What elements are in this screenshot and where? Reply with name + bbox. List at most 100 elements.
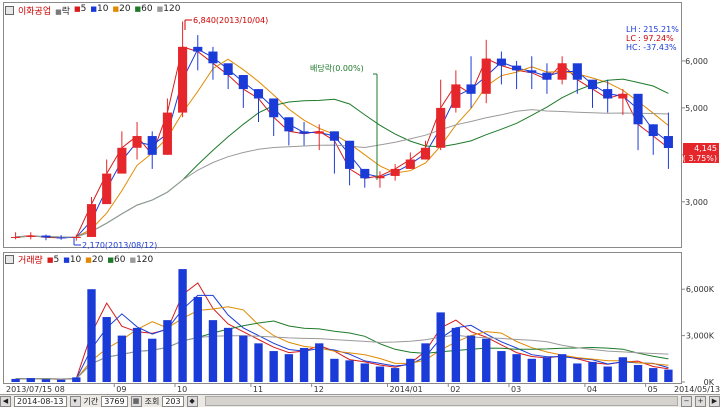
query-count-field[interactable]: 203 — [162, 395, 184, 407]
price-legend-item-60: ■60 — [134, 4, 153, 14]
candle-body — [375, 175, 385, 179]
volume-bar — [284, 354, 294, 382]
candle-body — [420, 147, 431, 160]
volume-bar — [56, 379, 66, 382]
volume-bar — [421, 343, 430, 382]
volume-bar — [375, 366, 385, 382]
volume-bar — [649, 368, 658, 382]
volume-bar — [542, 357, 552, 382]
candle-body — [299, 131, 309, 134]
volume-bar — [664, 369, 673, 382]
candle-body — [618, 93, 628, 99]
last-price: 4,145 — [694, 144, 717, 153]
volume-bar — [390, 368, 400, 382]
candle-body — [208, 51, 218, 64]
date-dropdown-icon[interactable]: ▾ — [69, 395, 81, 407]
count-field[interactable]: 3769 — [101, 395, 128, 407]
ma10-line — [15, 48, 669, 239]
price-legend: 이화공업 ■락 ■5 ■10 ■20 ■60 ■120 — [5, 4, 180, 17]
candle-body — [587, 79, 598, 90]
volume-bar — [26, 378, 35, 382]
candle-body — [284, 117, 294, 132]
x-tick-label: 03 — [511, 385, 521, 394]
pin-icon[interactable] — [5, 6, 14, 15]
scroll-left-button[interactable]: ◀ — [0, 395, 11, 407]
candle-body — [41, 235, 51, 238]
volume-bar — [208, 320, 218, 382]
date-field[interactable]: 2014-08-13 — [14, 395, 67, 407]
last-change: ( 3.75%) — [683, 154, 717, 163]
x-tick-label: 04 — [587, 385, 597, 394]
volume-bar — [360, 363, 369, 382]
pin-icon[interactable] — [5, 255, 14, 264]
stat-lc-label: LC — [626, 34, 636, 43]
volume-bar — [406, 358, 415, 382]
volume-bar — [573, 363, 582, 382]
stat-lh-label: LH — [626, 25, 636, 34]
scroll-right-button[interactable]: ▶ — [709, 395, 720, 407]
price-legend-items: ■락 ■5 ■10 ■20 ■60 ■120 — [55, 4, 180, 17]
candle-body — [56, 237, 66, 239]
price-legend-item-5: ■5 — [74, 4, 87, 14]
candle-body — [26, 235, 36, 237]
candle-body — [178, 46, 188, 113]
candle-body — [253, 89, 264, 99]
candle-body — [314, 131, 324, 134]
low-label: 2,170(2013/08/12) — [82, 241, 157, 250]
candle-body — [345, 140, 355, 169]
dividend-annotation: 배당락(0.00%) — [310, 63, 378, 180]
high-annotation: 6,840(2013/10/04) — [184, 16, 268, 30]
candle-body — [360, 168, 370, 179]
volume-bar — [11, 378, 20, 382]
volume-bar — [117, 335, 127, 382]
volume-bar — [588, 361, 597, 382]
spin-icon[interactable]: ◆ — [186, 395, 198, 407]
candle-body — [466, 84, 476, 94]
candle-body — [496, 58, 506, 66]
volume-bar — [132, 327, 142, 382]
candle-body — [329, 131, 339, 141]
candle-body — [663, 136, 673, 149]
volume-tick-label: 3,000K — [686, 332, 715, 341]
volume-bar — [193, 296, 202, 382]
volume-legend-item-120: ■120 — [129, 254, 154, 265]
price-legend-item-락: ■락 — [55, 7, 71, 17]
low-annotation: 2,170(2013/08/12) — [73, 238, 157, 250]
volume-bar — [497, 351, 506, 382]
zoom-in-button[interactable]: + — [695, 395, 706, 407]
dividend-label: 배당락(0.00%) — [310, 63, 364, 73]
price-legend-name: 이화공업 — [18, 7, 52, 17]
zoom-out-button[interactable]: − — [681, 395, 692, 407]
volume-bar — [512, 354, 521, 382]
candle-body — [481, 58, 491, 94]
volume-panel-frame — [3, 252, 682, 384]
candle-body — [86, 204, 97, 237]
chart-canvas[interactable]: 6,0005,0004,0003,0006,000K3,000K0K2013/0… — [0, 0, 720, 394]
volume-bar — [557, 354, 567, 382]
volume-bar — [299, 347, 309, 382]
volume-bar — [87, 289, 96, 382]
candle-body — [542, 72, 552, 80]
volume-bar — [345, 360, 354, 382]
volume-bar — [102, 317, 111, 382]
price-legend-item-120: ■120 — [156, 4, 181, 14]
volume-legend: 거래량 ■5 ■10 ■20 ■60 ■120 — [5, 253, 153, 266]
scrollbar-track[interactable] — [204, 396, 678, 406]
candle-body — [527, 70, 537, 73]
calendar-icon[interactable]: ▦ — [130, 395, 142, 407]
volume-bar — [633, 364, 643, 382]
candle-body — [71, 236, 81, 238]
stat-lc-value: : 97.24% — [638, 34, 674, 43]
candle-body — [648, 124, 658, 137]
candle-body — [390, 168, 400, 176]
ma5-line — [15, 46, 669, 239]
candle-body — [238, 75, 248, 90]
candle-body — [405, 159, 415, 169]
ma60-line — [15, 78, 669, 238]
stat-hc-label: HC — [626, 43, 638, 52]
volume-ma60-line — [15, 320, 669, 380]
candle-body — [603, 89, 613, 99]
candle-body — [102, 173, 112, 205]
volume-bar — [527, 358, 536, 382]
